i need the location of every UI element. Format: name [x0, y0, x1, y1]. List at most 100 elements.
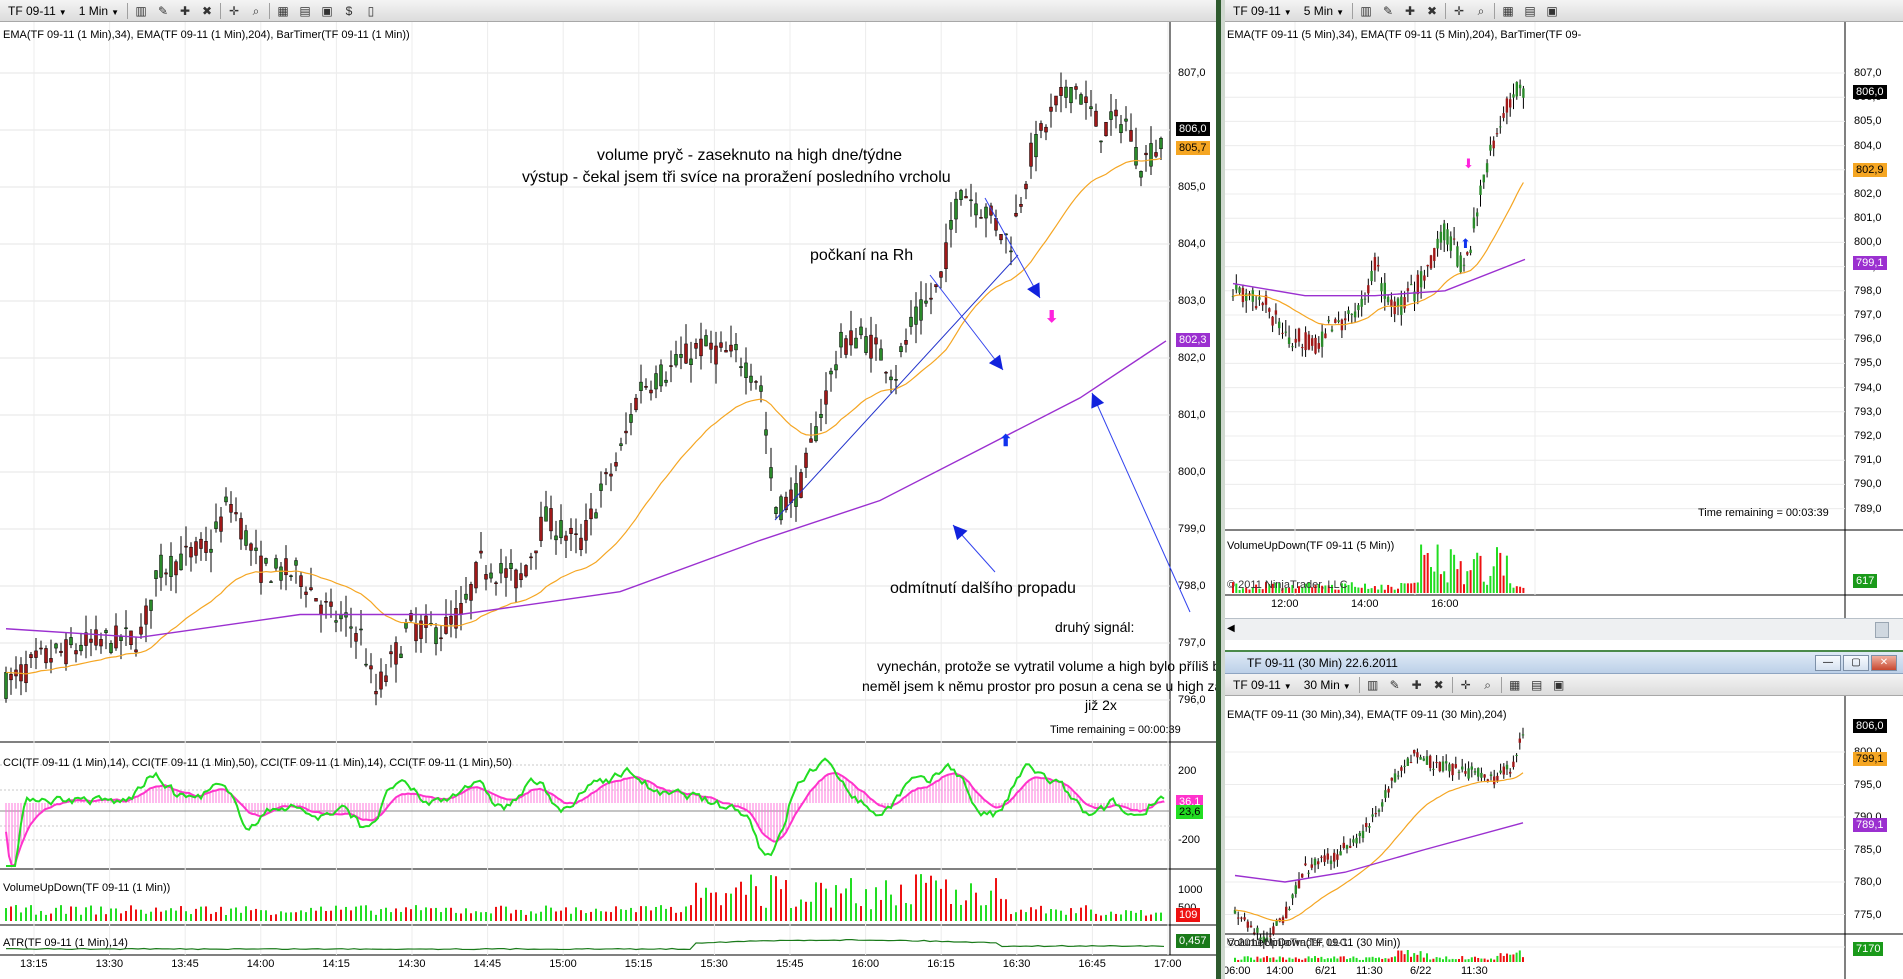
time-axis-label: 13:45: [171, 958, 199, 970]
instrument-selector[interactable]: TF 09-11 ▼: [8, 3, 67, 18]
candle-body: [324, 601, 328, 603]
candle-body: [354, 633, 358, 642]
window-divider[interactable]: [1216, 0, 1221, 979]
add-indicator-icon[interactable]: ✚: [1411, 677, 1422, 692]
remove-drawing-icon[interactable]: ✖: [201, 3, 213, 18]
atr-line: [5, 939, 1165, 951]
candle-body: [1377, 809, 1381, 812]
scroll-left-icon[interactable]: ◀: [1227, 623, 1235, 634]
candle-body: [644, 385, 648, 388]
image-icon[interactable]: ▣: [1546, 3, 1558, 18]
zoom-icon[interactable]: ⌕: [1477, 3, 1485, 18]
candle-body: [764, 429, 768, 436]
interval-selector-5min[interactable]: 5 Min ▼: [1303, 3, 1344, 18]
bars-icon[interactable]: ▦: [1509, 677, 1521, 692]
candle-body: [559, 520, 563, 539]
instrument-selector-30min[interactable]: TF 09-11 ▼: [1233, 677, 1292, 692]
arrow-second-signal-head: [1091, 393, 1105, 409]
candle-body: [704, 335, 708, 347]
draw-pencil-icon[interactable]: ✎: [1382, 3, 1394, 18]
candle-body: [1409, 762, 1413, 764]
price-axis-label: 807,0: [1178, 67, 1206, 79]
image-icon[interactable]: ▣: [321, 3, 333, 18]
candle-body: [1254, 306, 1258, 309]
price-axis-5min-label: 794,0: [1854, 381, 1882, 394]
candle-body: [1410, 284, 1413, 286]
zoom-icon[interactable]: ⌕: [252, 3, 260, 18]
candle-body: [414, 623, 418, 642]
buy-signal-arrow: ⬆: [1460, 236, 1471, 251]
main-toolbar: TF 09-11 ▼ 1 Min ▼ ▥ ✎ ✚ ✖ ✛ ⌕ ▦ ▤ ▣ $ ▯: [0, 0, 1216, 22]
properties-icon[interactable]: ▤: [1531, 677, 1543, 692]
candle-body: [574, 533, 578, 535]
instrument-selector-5min[interactable]: TF 09-11 ▼: [1233, 3, 1292, 18]
remove-drawing-icon[interactable]: ✖: [1426, 3, 1438, 18]
horizontal-scrollbar-5min[interactable]: ◀: [1225, 618, 1903, 640]
properties-icon[interactable]: ▤: [1524, 3, 1536, 18]
crosshair-icon[interactable]: ✛: [1453, 3, 1465, 18]
price-axis-label: 797,0: [1178, 637, 1206, 649]
candle-body: [1124, 118, 1128, 122]
candle-body: [364, 663, 368, 666]
time-remaining-5min: Time remaining = 00:03:39: [1698, 507, 1829, 519]
candle-body: [1435, 762, 1438, 764]
strategy-icon[interactable]: $: [345, 3, 353, 18]
candle-body: [1014, 212, 1018, 217]
image-icon[interactable]: ▣: [1553, 677, 1565, 692]
interval-selector[interactable]: 1 Min ▼: [78, 3, 119, 18]
draw-pencil-icon[interactable]: ✎: [157, 3, 169, 18]
draw-pencil-icon[interactable]: ✎: [1389, 677, 1400, 692]
candle-body: [1423, 275, 1426, 281]
candle-body: [1446, 229, 1449, 245]
crosshair-icon[interactable]: ✛: [228, 3, 240, 18]
candle-body: [1470, 766, 1473, 770]
scroll-thumb[interactable]: [1875, 622, 1889, 638]
candle-body: [699, 338, 703, 357]
candle-body: [734, 344, 738, 351]
volume-tag-5min: 617: [1853, 574, 1878, 588]
price-axis-30min-label: 780,0: [1854, 876, 1882, 888]
ema34-line: [1232, 182, 1524, 326]
candle-body: [1334, 319, 1337, 323]
chart-5min-window: TF 09-11 ▼ 5 Min ▼ ▥ ✎ ✚ ✖ ✛ ⌕ ▦ ▤ ▣ ⬆ ⬇ EM…: [1225, 0, 1903, 640]
candle-body: [1485, 163, 1489, 173]
data-box-icon[interactable]: ▯: [367, 3, 375, 18]
candle-body: [1079, 94, 1083, 105]
candle-body: [714, 345, 718, 365]
time-axis-label: 14:30: [398, 958, 426, 970]
close-button[interactable]: ✕: [1871, 655, 1897, 671]
price-axis-5min-label: 798,0: [1854, 284, 1882, 297]
crosshair-icon[interactable]: ✛: [1460, 677, 1471, 692]
chart-5min-canvas[interactable]: ⬆⬇: [1225, 0, 1903, 640]
main-chart-canvas[interactable]: ⬆⬇: [0, 0, 1216, 979]
candle-body: [969, 199, 973, 202]
maximize-button[interactable]: ▢: [1843, 655, 1869, 671]
zoom-icon[interactable]: ⌕: [1484, 677, 1492, 692]
bars-icon[interactable]: ▦: [277, 3, 289, 18]
bars-icon[interactable]: ▦: [1502, 3, 1514, 18]
minimize-button[interactable]: —: [1815, 655, 1841, 671]
candle-body: [619, 443, 623, 446]
window-title: TF 09-11 (30 Min) 22.6.2011: [1247, 656, 1398, 670]
add-indicator-icon[interactable]: ✚: [179, 3, 191, 18]
candle-body: [614, 462, 618, 467]
window-titlebar-30min[interactable]: TF 09-11 (30 Min) 22.6.2011 — ▢ ✕: [1225, 652, 1903, 674]
chart-30min-canvas[interactable]: [1225, 652, 1903, 979]
chart-style-icon[interactable]: ▥: [1360, 3, 1372, 18]
candle-body: [1268, 308, 1271, 312]
chart-style-icon[interactable]: ▥: [135, 3, 147, 18]
candle-body: [744, 362, 748, 378]
price-axis-30min-label: 795,0: [1854, 778, 1882, 791]
candle-body: [1337, 320, 1340, 322]
add-indicator-icon[interactable]: ✚: [1404, 3, 1416, 18]
cci-panel-legend: CCI(TF 09-11 (1 Min),14), CCI(TF 09-11 (…: [3, 757, 512, 769]
candle-body: [1357, 305, 1360, 311]
candle-body: [1294, 338, 1297, 343]
properties-icon[interactable]: ▤: [299, 3, 311, 18]
remove-drawing-icon[interactable]: ✖: [1433, 677, 1444, 692]
interval-selector-30min[interactable]: 30 Min ▼: [1303, 677, 1351, 692]
candle-body: [1243, 917, 1246, 920]
candle-body: [1253, 932, 1256, 934]
chart-style-icon[interactable]: ▥: [1367, 677, 1379, 692]
candle-body: [1383, 282, 1386, 299]
